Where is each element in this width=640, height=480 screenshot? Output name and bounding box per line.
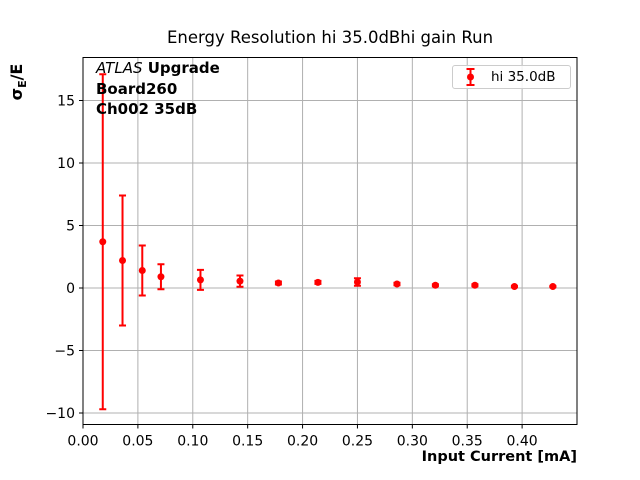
- data-point: [510, 283, 518, 290]
- data-point: [196, 276, 204, 284]
- y-tick-label: 0: [66, 281, 75, 297]
- y-tick-label: 5: [66, 219, 75, 235]
- y-tick-label: 15: [57, 94, 75, 110]
- data-point: [431, 281, 439, 289]
- ylabel-rest: /E: [7, 63, 26, 81]
- data-point: [353, 278, 361, 286]
- annotation-atlas-text: ATLAS: [96, 59, 143, 77]
- data-point: [314, 278, 322, 286]
- y-axis-label: σE/E: [7, 58, 29, 106]
- x-tick-label: 0.30: [397, 434, 428, 450]
- annotation-line-1: ATLAS Upgrade: [96, 58, 220, 79]
- x-tick-label: 0.00: [67, 434, 98, 450]
- x-tick-label: 0.40: [507, 434, 538, 450]
- x-axis-label: Input Current [mA]: [421, 449, 577, 465]
- x-tick-label: 0.20: [287, 434, 318, 450]
- data-point: [549, 283, 557, 290]
- annotation-line-2: Board260: [96, 79, 178, 98]
- legend: hi 35.0dB: [452, 65, 571, 89]
- axes-frame: [82, 57, 578, 425]
- data-point: [119, 257, 127, 264]
- data-point: [157, 273, 165, 281]
- y-tick-label: 10: [57, 156, 75, 172]
- x-tick-label: 0.35: [452, 434, 483, 450]
- x-tick-label: 0.10: [177, 434, 208, 450]
- data-point: [471, 281, 479, 289]
- chart-title: Energy Resolution hi 35.0dBhi gain Run: [166, 28, 494, 47]
- ylabel-sigma: σ: [7, 87, 26, 101]
- data-point: [236, 277, 244, 285]
- y-tick-label: −10: [45, 406, 75, 422]
- legend-marker-dot: [467, 73, 474, 81]
- errorbar-marker-icon: [466, 68, 475, 86]
- ylabel-subscript: E: [16, 80, 30, 88]
- annotation-upgrade-text: Upgrade: [147, 59, 220, 77]
- x-tick-label: 0.05: [122, 434, 153, 450]
- data-point: [393, 280, 401, 288]
- data-point: [138, 267, 146, 274]
- data-point: [99, 238, 107, 246]
- legend-label: hi 35.0dB: [491, 69, 556, 85]
- x-tick-label: 0.25: [342, 434, 373, 450]
- annotation-line-3: Ch002 35dB: [96, 100, 198, 118]
- atlas-annotation: ATLAS Upgrade Board260 Ch002 35dB: [96, 58, 220, 120]
- x-tick-label: 0.15: [232, 434, 263, 450]
- y-tick-label: −5: [54, 344, 75, 360]
- data-point: [274, 279, 282, 287]
